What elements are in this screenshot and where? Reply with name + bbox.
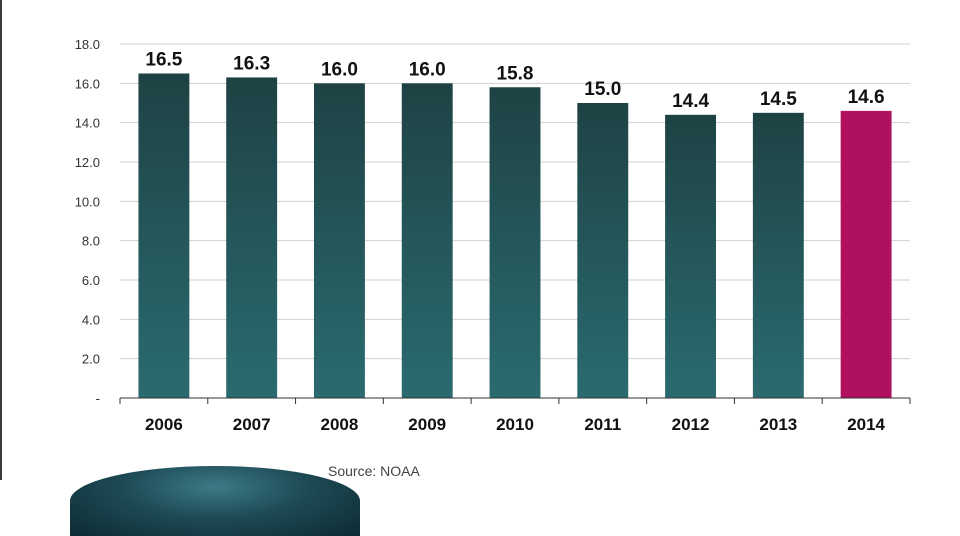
bar-2013 [752, 112, 804, 398]
category-label-2013: 2013 [759, 415, 797, 434]
y-tick-label: 4.0 [82, 312, 100, 327]
x-axis-categories: 2006 2007 2008 2009 2010 2011 2012 2013 2014 [119, 398, 911, 434]
category-label-2009: 2009 [408, 415, 446, 434]
bar-chart: -2.04.06.08.010.012.014.016.018.0 16.5 16… [75, 37, 911, 434]
data-label-2009: 16.0 [409, 59, 446, 80]
bar-2009 [401, 83, 453, 398]
y-tick-label: 10.0 [75, 194, 100, 209]
source-note: Source: NOAA [328, 463, 420, 479]
category-label-2012: 2012 [672, 415, 710, 434]
page-left-border [0, 0, 2, 480]
category-label-2010: 2010 [496, 415, 534, 434]
bar-2011 [577, 103, 629, 398]
y-tick-label: 16.0 [75, 76, 100, 91]
data-label-2006: 16.5 [145, 50, 182, 71]
data-label-2011: 15.0 [584, 79, 621, 100]
y-tick-label: 18.0 [75, 37, 100, 52]
bars [138, 73, 892, 399]
category-label-2011: 2011 [584, 415, 621, 434]
data-label-2010: 15.8 [497, 63, 534, 84]
category-label-2006: 2006 [145, 415, 183, 434]
category-label-2008: 2008 [321, 415, 359, 434]
category-label-2014: 2014 [847, 415, 885, 434]
bar-2006 [138, 73, 190, 398]
y-tick-label: 14.0 [75, 116, 100, 131]
bar-2014 [840, 110, 892, 398]
y-tick-label: 2.0 [82, 352, 100, 367]
y-tick-label: 12.0 [75, 155, 100, 170]
data-label-2014: 14.6 [848, 87, 885, 108]
blue-arc-logo-icon [70, 466, 360, 536]
y-tick-label: - [96, 391, 100, 406]
data-labels: 16.5 16.3 16.0 16.0 15.8 15.0 14.4 14.5 14.6 [145, 50, 884, 112]
data-label-2013: 14.5 [760, 89, 797, 110]
y-tick-label: 8.0 [82, 234, 100, 249]
bar-2007 [226, 77, 278, 398]
category-label-2007: 2007 [233, 415, 271, 434]
data-label-2012: 14.4 [672, 91, 709, 112]
bar-2008 [313, 83, 365, 398]
data-label-2008: 16.0 [321, 59, 358, 80]
data-label-2007: 16.3 [233, 53, 270, 74]
bar-2012 [665, 114, 717, 399]
y-axis-ticks: - 2.0 4.0 6.0 8.0 10.0 12.0 14.0 16.0 18.0 [75, 37, 100, 406]
bar-2010 [489, 87, 541, 399]
y-tick-label: 6.0 [82, 273, 100, 288]
